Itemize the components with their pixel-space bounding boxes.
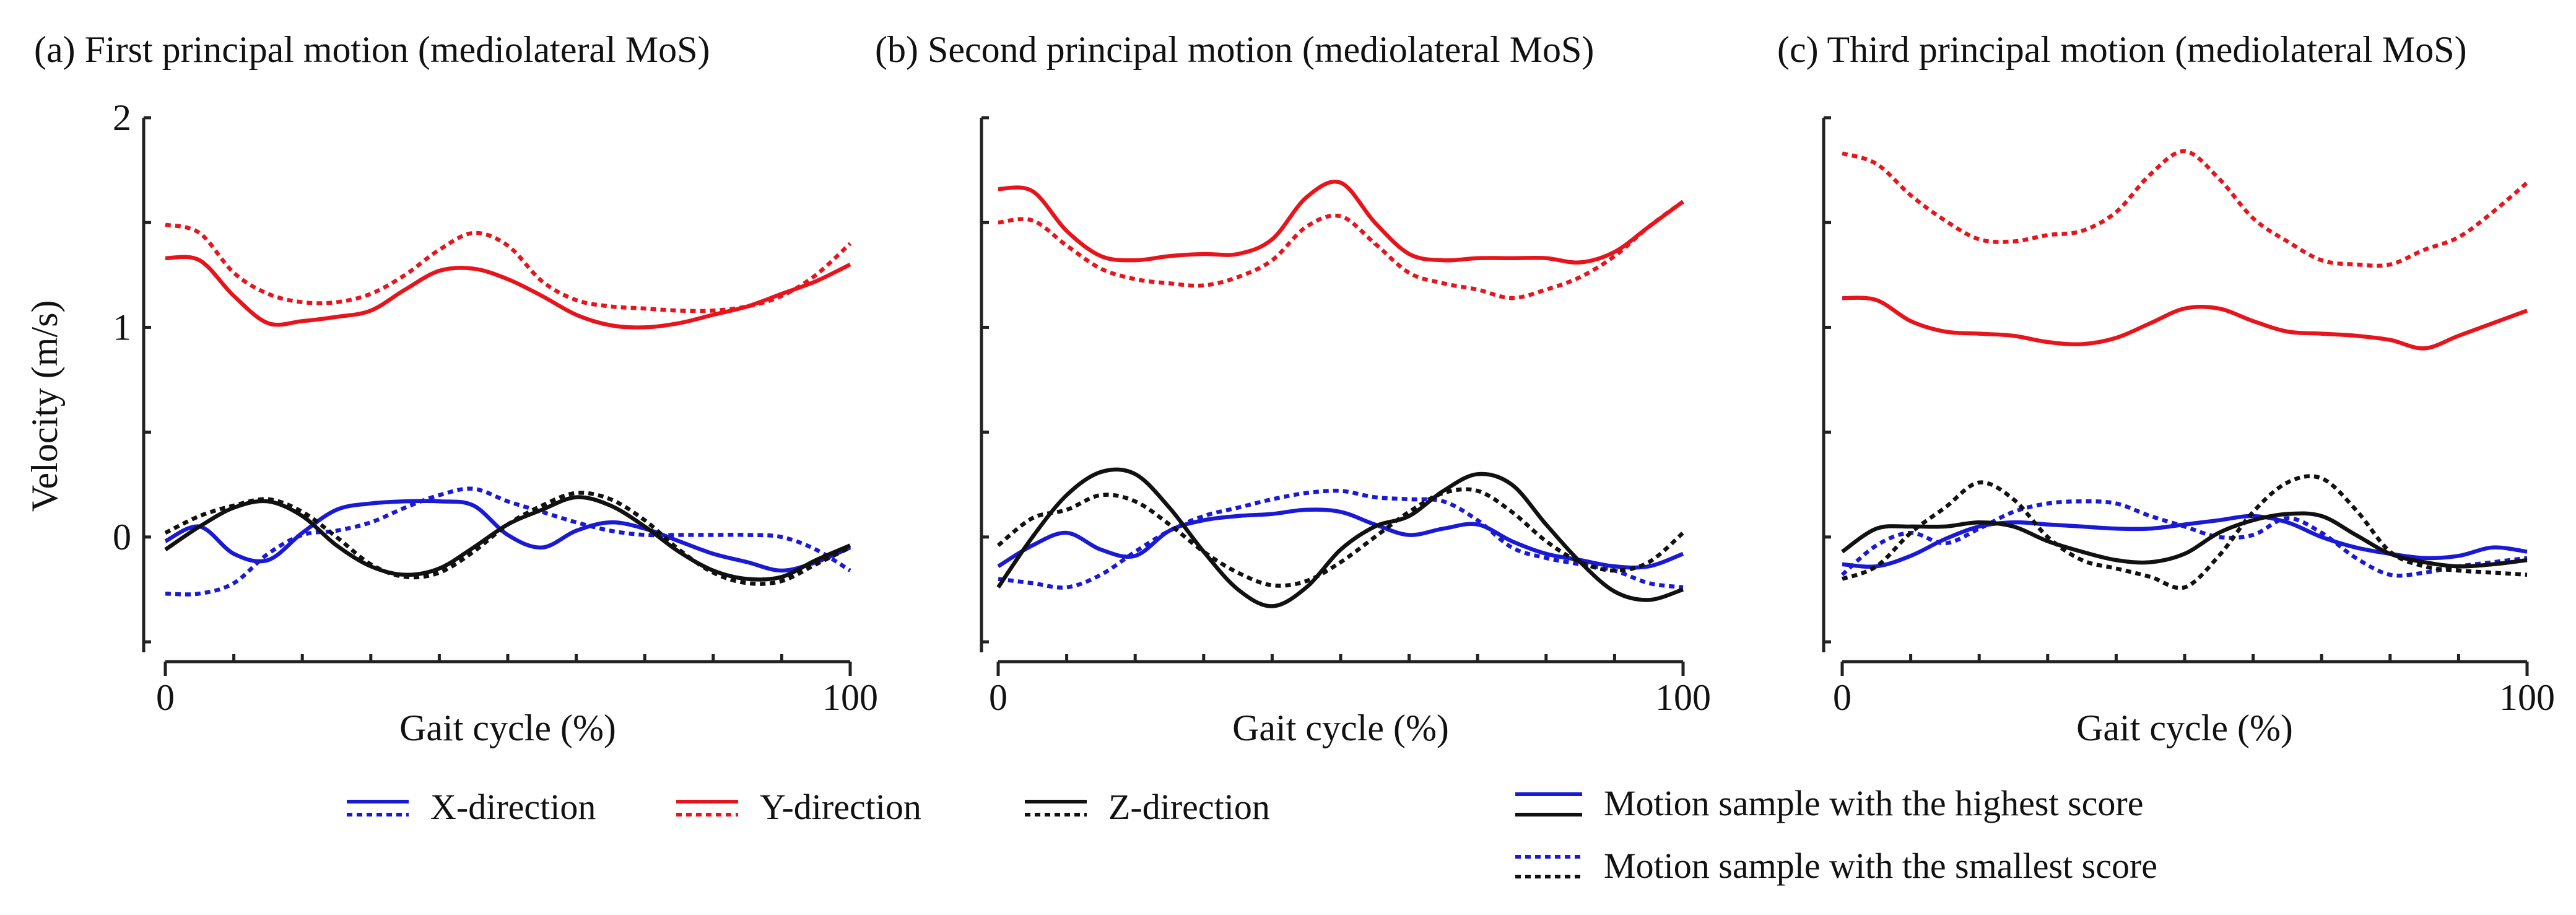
series-line-y-smallest: [998, 199, 1684, 300]
legend-item-score-1: Motion sample with the highest score: [1515, 783, 2143, 823]
legend-label: Motion sample with the smallest score: [1604, 846, 2157, 886]
series-line-x-highest: [1842, 514, 2528, 569]
series-line-x-smallest: [998, 488, 1684, 590]
x-axis-label: Gait cycle (%): [399, 707, 616, 748]
legend-item-score-2: Motion sample with the smallest score: [1515, 846, 2157, 886]
panel-title: (b) Second principal motion (mediolatera…: [875, 29, 1594, 70]
legend: X-direction Y-direction Z-direction Motion …: [347, 783, 2157, 886]
series-line-y-highest: [165, 255, 851, 330]
legend-item-y-direction: Y-direction: [676, 787, 921, 827]
series-line-z-highest: [996, 467, 1684, 608]
legend-label: X-direction: [430, 787, 596, 827]
legend-label: Z-direction: [1108, 787, 1270, 827]
series-line-z-smallest: [164, 491, 851, 586]
series-line-y-smallest: [165, 222, 852, 313]
y-axis-label: Velocity (m/s): [24, 300, 65, 512]
panel-1: (a) First principal motion (mediolateral…: [24, 29, 878, 748]
legend-label: Y-direction: [760, 787, 921, 827]
series-line-y-highest: [998, 180, 1684, 265]
x-tick-label: 0: [1833, 677, 1852, 718]
panel-title: (a) First principal motion (mediolateral…: [34, 29, 710, 70]
x-tick-label: 100: [2499, 677, 2555, 718]
series-line-z-smallest: [996, 487, 1685, 588]
series-line-z-highest: [164, 495, 851, 582]
series-line-x-smallest: [1840, 499, 2528, 578]
legend-label: Motion sample with the highest score: [1604, 783, 2143, 823]
series-line-z-smallest: [1841, 474, 2528, 590]
series-line-y-smallest: [1842, 149, 2529, 268]
series-line-x-highest: [997, 507, 1684, 570]
x-tick-label: 0: [156, 677, 175, 718]
x-tick-label: 0: [989, 677, 1007, 718]
panel-title: (c) Third principal motion (mediolateral…: [1777, 29, 2467, 70]
series-line-z-highest: [1841, 511, 2528, 569]
legend-item-x-direction: X-direction: [347, 787, 596, 827]
panel-2: (b) Second principal motion (mediolatera…: [875, 29, 1711, 748]
y-tick-label: 0: [113, 517, 131, 558]
x-axis-label: Gait cycle (%): [1232, 707, 1449, 748]
chart-panels: (a) First principal motion (mediolateral…: [24, 29, 2555, 748]
x-tick-label: 100: [822, 677, 878, 718]
x-axis-label: Gait cycle (%): [2076, 707, 2293, 748]
series-line-x-highest: [164, 499, 851, 573]
y-tick-label: 2: [113, 97, 131, 138]
series-line-x-smallest: [165, 486, 851, 597]
series-line-y-highest: [1842, 296, 2528, 351]
y-tick-label: 1: [113, 307, 131, 348]
panel-3: (c) Third principal motion (mediolateral…: [1777, 29, 2555, 748]
x-tick-label: 100: [1655, 677, 1711, 718]
legend-item-z-direction: Z-direction: [1025, 787, 1270, 827]
